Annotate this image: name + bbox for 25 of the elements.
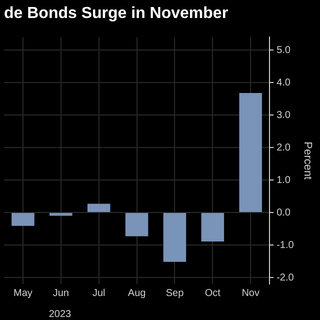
bar xyxy=(87,204,110,212)
x-tick-label: Jun xyxy=(52,288,69,299)
bar xyxy=(239,93,262,212)
bar xyxy=(163,213,186,262)
chart-title: de Bonds Surge in November xyxy=(4,5,228,22)
y-tick-label: -2.0 xyxy=(276,272,294,284)
y-tick-label: 2.0 xyxy=(276,142,291,154)
x-tick-label: Aug xyxy=(128,288,146,299)
x-tick-label: Nov xyxy=(242,288,260,299)
x-tick-label: Jul xyxy=(92,288,106,299)
bar xyxy=(125,213,148,236)
y-tick-label: 4.0 xyxy=(276,77,291,88)
x-tick-label: May xyxy=(14,288,32,299)
bar xyxy=(201,213,224,242)
x-tick-label: Oct xyxy=(204,288,221,299)
y-tick-label: 0.0 xyxy=(276,207,291,218)
bar xyxy=(12,213,34,226)
text: 2023 xyxy=(48,308,72,320)
x-tick-label: Sep xyxy=(166,288,184,299)
y-tick-label: 3.0 xyxy=(276,110,291,121)
bar xyxy=(50,213,72,216)
y-axis-title: Percent xyxy=(301,142,314,180)
y-tick-label: -1.0 xyxy=(276,240,294,251)
y-tick-label: 1.0 xyxy=(276,174,291,186)
y-tick-label: 5.0 xyxy=(276,44,291,56)
